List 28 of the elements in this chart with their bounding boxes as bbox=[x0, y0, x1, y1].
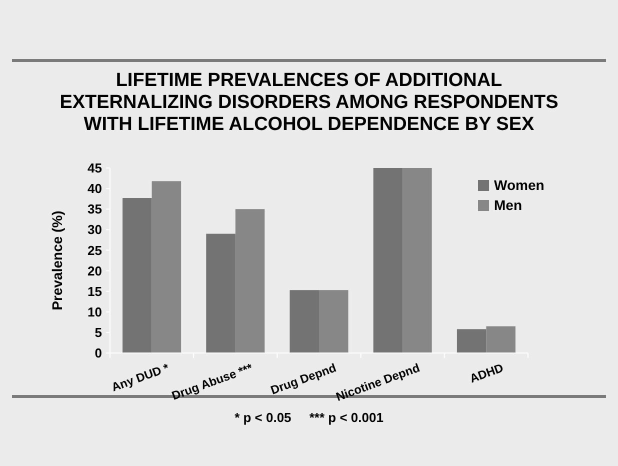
bar bbox=[235, 209, 265, 353]
x-tick-label: ADHD bbox=[468, 360, 506, 386]
bar bbox=[319, 290, 348, 353]
y-tick-label: 10 bbox=[88, 304, 102, 320]
y-tick-label: 40 bbox=[88, 181, 102, 196]
bar bbox=[122, 198, 152, 353]
legend-label: Men bbox=[494, 197, 522, 213]
legend-label: Women bbox=[494, 177, 544, 193]
x-tick-label: Any DUD * bbox=[110, 360, 172, 394]
y-tick-label: 15 bbox=[88, 284, 102, 299]
bar bbox=[206, 234, 236, 353]
y-tick-label: 45 bbox=[88, 160, 102, 176]
x-tick-label: Drug Abuse *** bbox=[170, 360, 255, 403]
text: * p < 0.05 *** p < 0.001 bbox=[234, 410, 384, 425]
y-tick-label: 25 bbox=[88, 242, 102, 258]
y-tick-label: 0 bbox=[94, 346, 102, 361]
bar bbox=[402, 168, 432, 353]
bar bbox=[456, 329, 486, 353]
y-tick-label: 35 bbox=[88, 202, 102, 217]
bar bbox=[290, 290, 319, 353]
y-tick-label: 30 bbox=[88, 222, 102, 238]
chart-title: LIFETIME PREVALENCES OF ADDITIONAL EXTERNALIZING DISORDERS AMONG RESPONDENTS WITH LIFETIME ALCOHOL DEPENDENCE BY SEX bbox=[60, 70, 558, 135]
y-tick-label: 5 bbox=[94, 324, 102, 340]
bar bbox=[486, 326, 516, 353]
bar bbox=[152, 181, 182, 353]
y-axis-title: Prevalence (%) bbox=[49, 210, 65, 310]
bar bbox=[373, 168, 403, 353]
y-tick-label: 20 bbox=[88, 263, 102, 278]
